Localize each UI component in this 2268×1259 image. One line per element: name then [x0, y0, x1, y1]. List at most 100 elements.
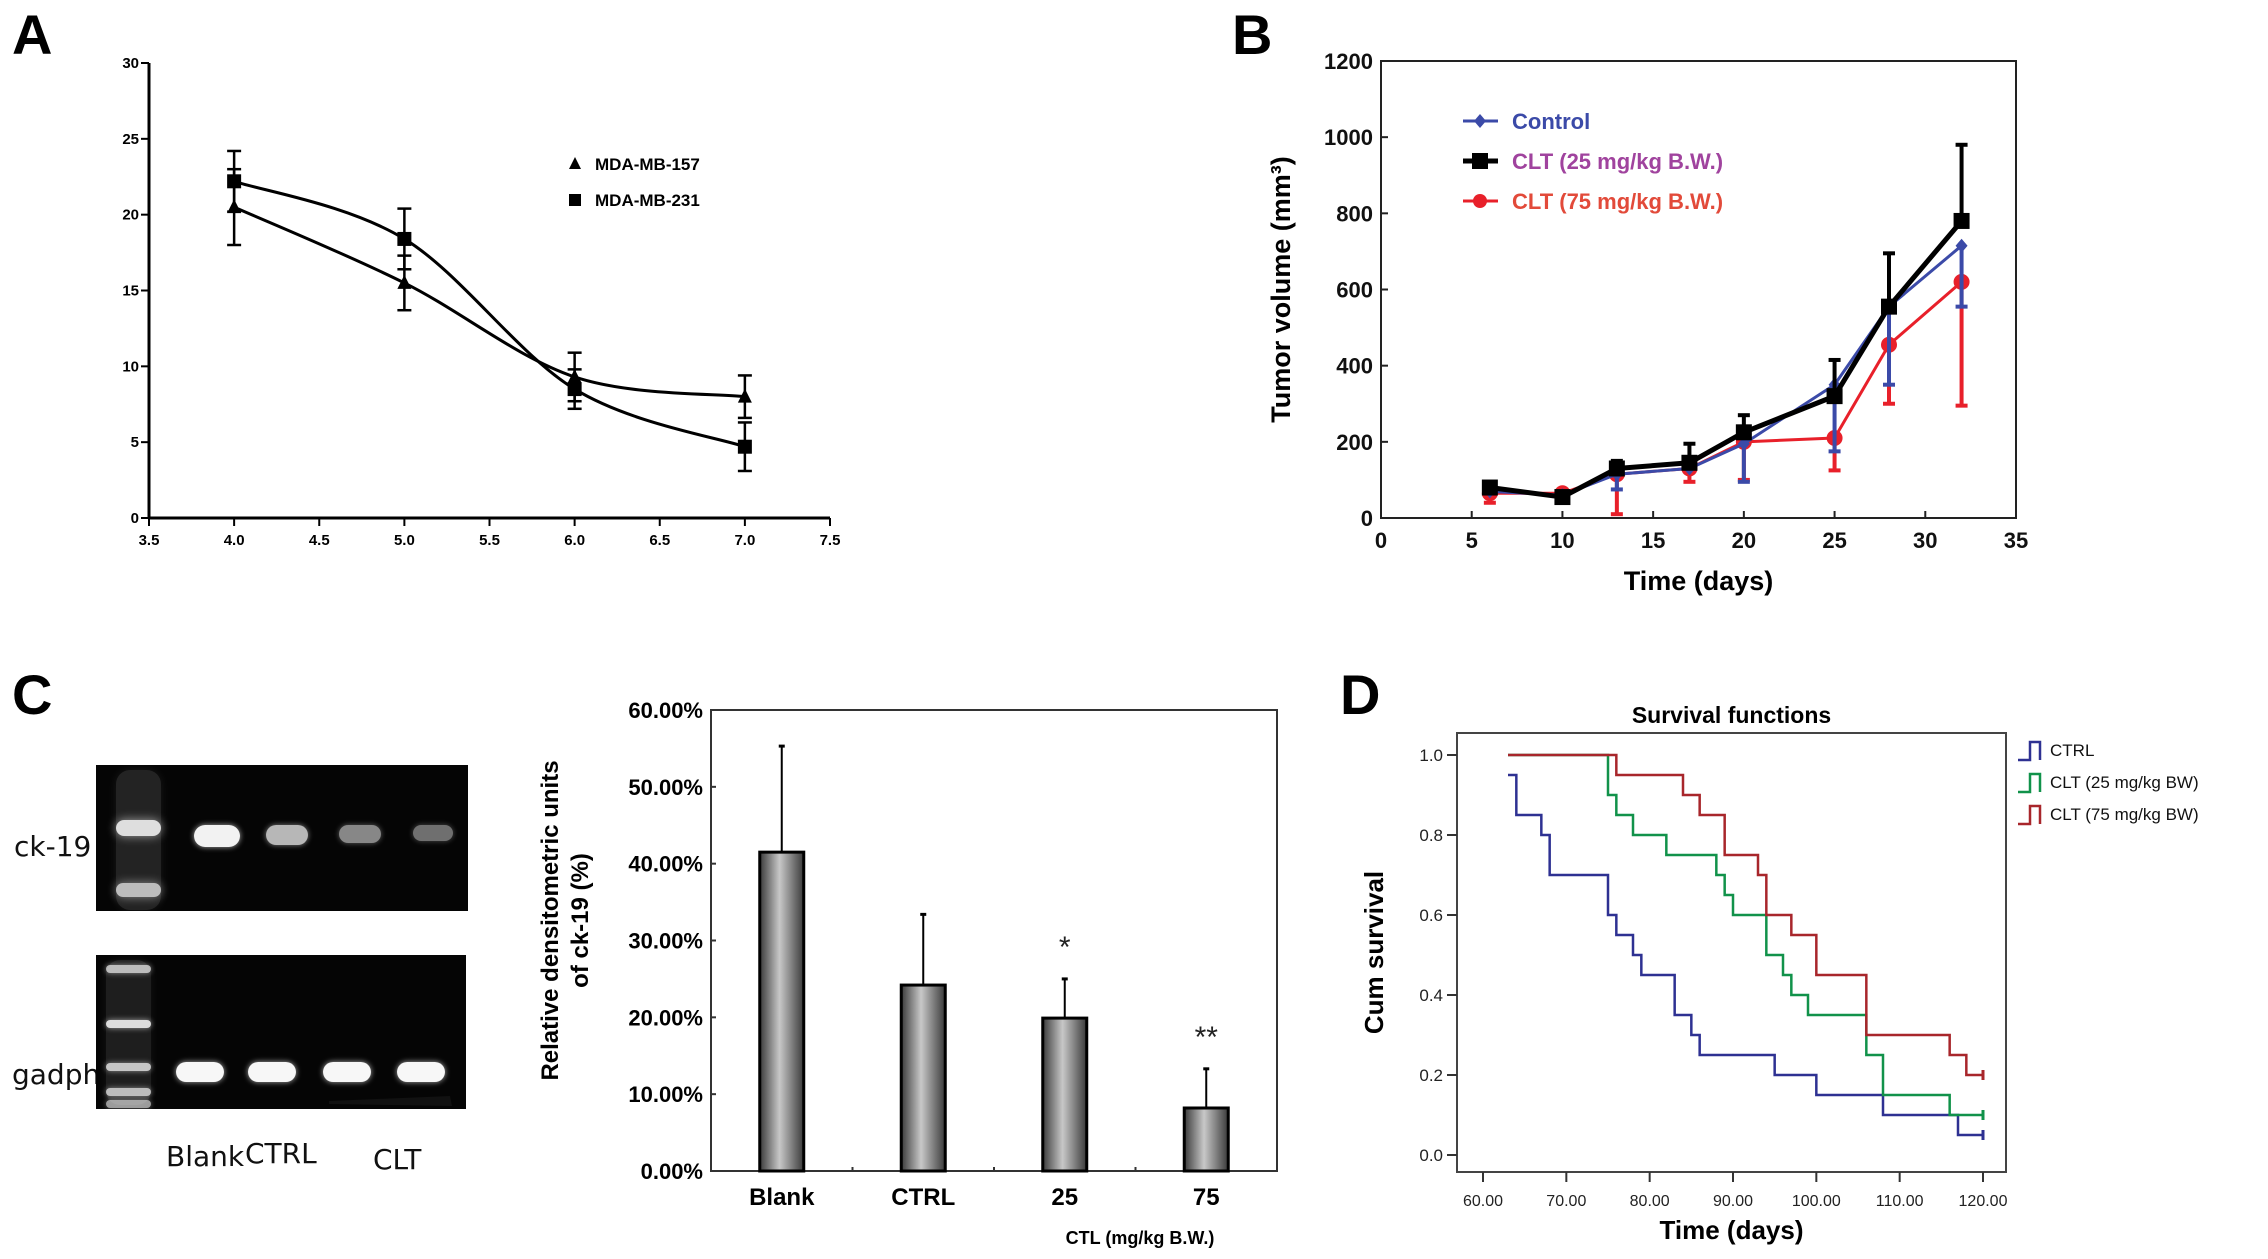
y-tick-label: 0.4	[1419, 986, 1443, 1005]
data-point-square	[1881, 298, 1897, 315]
y-axis-title-line: of ck-19 (%)	[567, 853, 594, 988]
panel-label-c: C	[12, 663, 53, 726]
ladder-band	[116, 820, 161, 836]
x-tick-label: 35	[2004, 528, 2028, 553]
x-tick-label: 110.00	[1876, 1193, 1924, 1210]
y-tick-label: 10	[122, 358, 139, 375]
y-tick-label: 20	[122, 207, 139, 224]
data-point-square	[1681, 454, 1698, 471]
data-point-square	[1953, 212, 1970, 229]
x-tick-label: 25	[1822, 528, 1846, 553]
x-tick-label: 60.00	[1463, 1193, 1503, 1210]
survival-curve-2	[1508, 753, 1983, 1077]
x-tick-label: 6.0	[564, 532, 585, 549]
ladder-band	[106, 1063, 151, 1071]
data-point-square	[397, 231, 412, 246]
y-tick-label: 20.00%	[628, 1005, 703, 1030]
y-tick-label: 50.00%	[628, 775, 703, 800]
y-tick-label: 600	[1336, 278, 1373, 303]
x-axis-title: Time (days)	[1624, 566, 1774, 596]
x-tick-label: 90.00	[1713, 1193, 1753, 1210]
legend-step-icon	[2018, 772, 2042, 794]
y-tick-label: 1.0	[1419, 746, 1443, 765]
y-tick-label: 0	[1361, 506, 1373, 531]
legend-marker-square	[569, 194, 581, 206]
survival-curve-1	[1508, 753, 1983, 1117]
gel-row-label-gadph: gadph	[12, 1058, 101, 1091]
data-point-square	[1481, 479, 1498, 496]
ck19-band	[266, 825, 308, 845]
y-axis-title: Cum survival	[1359, 871, 1389, 1034]
x-tick-label: 5.0	[394, 532, 415, 549]
y-tick-label: 400	[1336, 354, 1373, 379]
bar-ctrl	[899, 983, 947, 1173]
y-tick-label: 0	[131, 510, 139, 527]
ck19-band	[339, 825, 381, 843]
y-tick-label: 60.00%	[628, 698, 703, 723]
chart-a: 0 5 10 15 20 25 30 3.5 4.0 4.5 5.0 5.5 6.0 6.5 7.0 7.5 M…	[122, 55, 840, 549]
legend-label: CLT (75 mg/kg B.W.)	[1512, 189, 1723, 214]
ladder-band	[106, 1088, 151, 1096]
chart-title: Survival functions	[1632, 702, 1831, 728]
y-tick-label: 0.6	[1419, 906, 1443, 925]
x-tick-label: 7.5	[820, 532, 841, 549]
gadph-band	[397, 1062, 445, 1082]
chart-b: 0 200 400 600 800 1000 1200 0 5 10 15 20 25 30 35 Time …	[1266, 49, 2028, 596]
y-tick-label: 15	[122, 283, 139, 300]
y-tick-label: 5	[131, 434, 139, 451]
legend-label: CLT (25 mg/kg BW)	[2050, 773, 2199, 792]
data-point-square	[1826, 388, 1843, 405]
y-tick-label: 1200	[1324, 49, 1373, 74]
x-tick-label: 4.0	[224, 532, 245, 549]
bar-25	[1041, 1016, 1089, 1173]
ladder-band	[106, 965, 151, 973]
x-tick-label: 70.00	[1546, 1193, 1586, 1210]
data-point-triangle	[397, 274, 412, 289]
x-tick-label: 20	[1732, 528, 1756, 553]
y-tick-label: 0.00%	[641, 1159, 703, 1184]
significance-marker: **	[1195, 1021, 1219, 1054]
panel-label-b: B	[1232, 3, 1273, 66]
y-tick-label: 0.0	[1419, 1146, 1443, 1165]
legend-step-icon	[2018, 804, 2042, 826]
ladder-band	[106, 1100, 151, 1108]
data-point-square	[567, 382, 582, 397]
x-tick-label: 30	[1913, 528, 1937, 553]
y-tick-label: 200	[1336, 430, 1373, 455]
x-tick-label: 120.00	[1959, 1193, 2008, 1210]
x-axis-title: CTL (mg/kg B.W.)	[1066, 1228, 1215, 1248]
chart-d: Survival functions 0.0 0.2 0.4 0.6 0.8 1.0 60.0…	[1359, 702, 2199, 1245]
survival-curve-0	[1508, 773, 1983, 1137]
x-tick-label: 6.5	[649, 532, 670, 549]
y-axis-title-line: Relative densitometric units	[537, 760, 564, 1080]
bar-blank	[758, 850, 806, 1173]
x-tick-label: 75	[1193, 1184, 1220, 1211]
ck19-band	[413, 825, 453, 841]
legend-label: MDA-MB-231	[595, 191, 700, 210]
legend-label: Control	[1512, 109, 1590, 134]
significance-marker: *	[1059, 931, 1071, 964]
x-tick-label: 7.0	[734, 532, 755, 549]
panel-label-d: D	[1340, 663, 1381, 726]
x-tick-label: 15	[1641, 528, 1665, 553]
dose-wedge-shape	[329, 1096, 452, 1106]
bar-75	[1182, 1106, 1230, 1173]
legend-step-icon	[2018, 740, 2042, 762]
gel-lane-label-blank: Blank	[166, 1140, 245, 1173]
y-tick-label: 25	[122, 131, 139, 148]
x-tick-label: 100.00	[1792, 1193, 1841, 1210]
y-tick-label: 0.8	[1419, 826, 1443, 845]
x-tick-label: 3.5	[139, 532, 160, 549]
x-tick-label: 5	[1466, 528, 1478, 553]
fit-curve-mda-mb-157	[233, 205, 746, 399]
legend-marker-circle	[1473, 194, 1487, 208]
data-point-triangle	[737, 388, 752, 403]
ladder-band	[116, 883, 161, 897]
plot-frame	[1380, 60, 2017, 519]
y-tick-label: 30.00%	[628, 929, 703, 954]
ladder-smear	[106, 960, 151, 1105]
x-tick-label: 4.5	[309, 532, 330, 549]
data-point-square	[1735, 424, 1752, 441]
